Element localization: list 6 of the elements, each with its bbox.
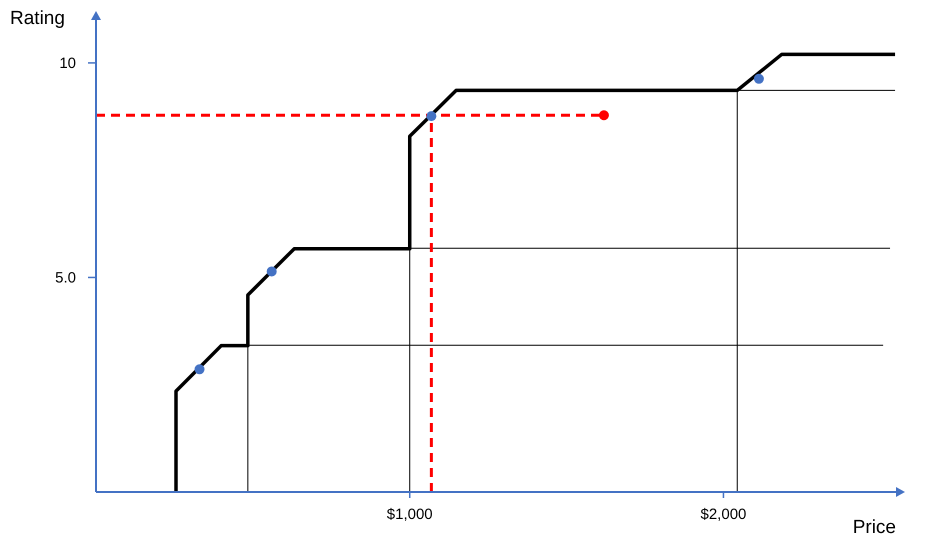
y-tick-label: 5.0 (55, 269, 76, 286)
x-tick-label: $1,000 (386, 506, 433, 523)
x-tick-label: $2,000 (700, 506, 746, 523)
y-axis-title: Rating (10, 8, 65, 29)
y-tick-label: 10 (59, 54, 76, 72)
x-axis-title: Price (852, 517, 896, 538)
